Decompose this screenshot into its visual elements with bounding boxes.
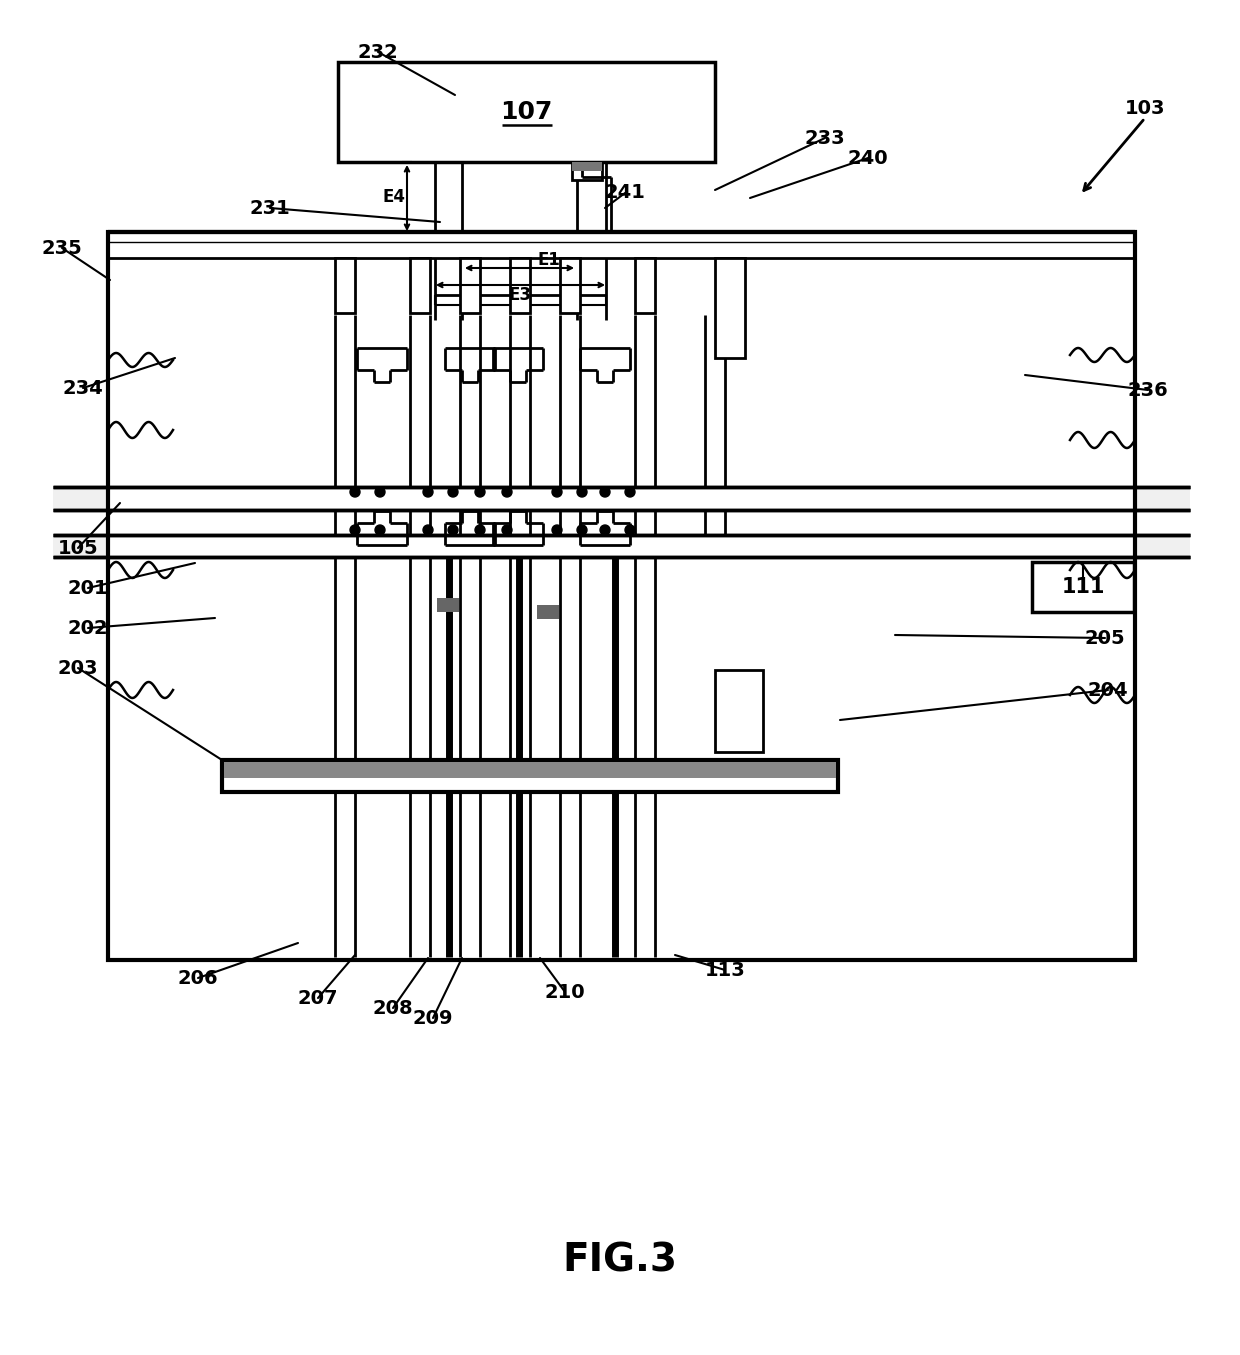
- Text: 205: 205: [1085, 629, 1126, 648]
- Bar: [510, 257, 529, 313]
- Text: E1: E1: [538, 251, 560, 270]
- Text: 236: 236: [1127, 381, 1168, 400]
- Bar: [560, 257, 580, 313]
- Circle shape: [552, 486, 562, 497]
- Text: E3: E3: [508, 286, 532, 304]
- Circle shape: [374, 524, 384, 535]
- Text: 209: 209: [413, 1008, 454, 1027]
- Circle shape: [502, 524, 512, 535]
- Bar: [335, 257, 355, 313]
- Bar: [436, 598, 459, 612]
- Circle shape: [600, 486, 610, 497]
- Text: 107: 107: [500, 100, 553, 125]
- Text: 105: 105: [58, 538, 98, 557]
- Bar: [572, 163, 601, 171]
- Bar: [53, 535, 1190, 557]
- Bar: [460, 257, 480, 313]
- Text: 210: 210: [544, 982, 585, 1001]
- Circle shape: [374, 486, 384, 497]
- Circle shape: [600, 524, 610, 535]
- Text: 232: 232: [357, 42, 398, 61]
- Text: 233: 233: [805, 129, 846, 148]
- Bar: [110, 233, 1133, 257]
- Circle shape: [625, 486, 635, 497]
- Text: 204: 204: [1087, 680, 1128, 699]
- Circle shape: [423, 486, 433, 497]
- Bar: [1032, 562, 1135, 612]
- Text: 208: 208: [373, 999, 413, 1018]
- Circle shape: [552, 524, 562, 535]
- Bar: [635, 257, 655, 313]
- Circle shape: [577, 524, 587, 535]
- Circle shape: [448, 486, 458, 497]
- Bar: [222, 760, 838, 793]
- Circle shape: [423, 524, 433, 535]
- Circle shape: [350, 486, 360, 497]
- Bar: [339, 62, 715, 163]
- Circle shape: [448, 524, 458, 535]
- Circle shape: [350, 524, 360, 535]
- Text: 103: 103: [1125, 99, 1166, 118]
- Text: 207: 207: [298, 989, 339, 1008]
- Circle shape: [475, 486, 485, 497]
- Text: 231: 231: [249, 198, 290, 218]
- Text: 203: 203: [58, 659, 98, 678]
- Bar: [108, 232, 1135, 959]
- Bar: [53, 486, 1190, 509]
- Circle shape: [475, 524, 485, 535]
- Text: 235: 235: [42, 238, 82, 257]
- Text: 113: 113: [704, 961, 745, 980]
- Text: 202: 202: [68, 618, 108, 637]
- Text: 111: 111: [1061, 577, 1105, 598]
- Text: 241: 241: [605, 183, 646, 202]
- Bar: [410, 257, 430, 313]
- Text: 240: 240: [848, 149, 888, 168]
- Text: FIG.3: FIG.3: [563, 1241, 677, 1279]
- Text: 201: 201: [68, 579, 108, 598]
- Bar: [715, 257, 745, 358]
- Bar: [537, 604, 559, 619]
- Text: 206: 206: [177, 969, 218, 988]
- Text: 234: 234: [63, 378, 103, 397]
- Circle shape: [502, 486, 512, 497]
- Bar: [715, 669, 763, 752]
- Text: E4: E4: [382, 188, 405, 206]
- Bar: [224, 762, 836, 778]
- Circle shape: [577, 486, 587, 497]
- Bar: [572, 163, 601, 180]
- Circle shape: [625, 524, 635, 535]
